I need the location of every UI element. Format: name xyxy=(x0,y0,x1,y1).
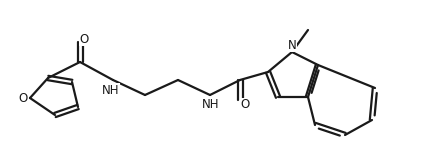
Text: O: O xyxy=(18,92,28,104)
Text: O: O xyxy=(240,99,250,112)
Text: NH: NH xyxy=(102,84,120,96)
Text: O: O xyxy=(79,32,88,45)
Text: NH: NH xyxy=(202,99,220,112)
Text: N: N xyxy=(288,39,297,52)
